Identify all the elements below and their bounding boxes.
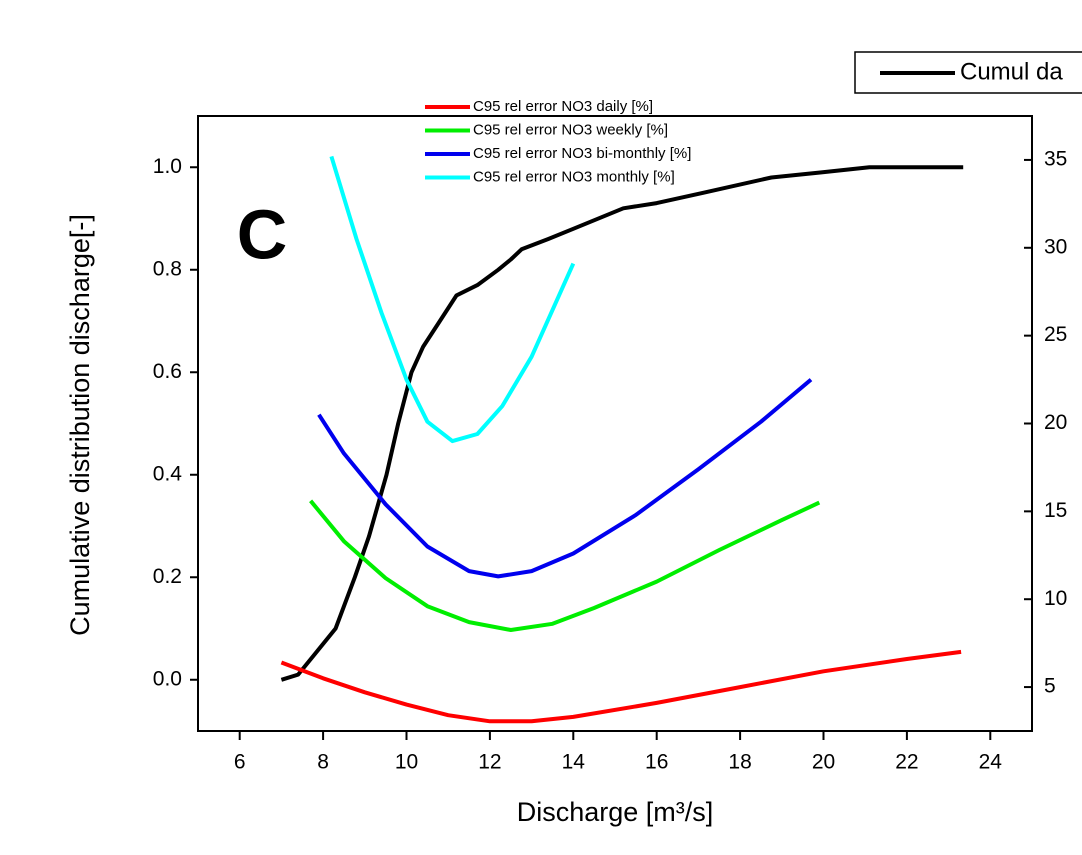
x-tick-label: 14 [562,751,586,774]
y-tick-label: 0.2 [153,565,182,588]
legend-label: Cumul da [960,58,1063,85]
y2-tick-label: 35 [1044,147,1067,170]
series-line [329,155,576,444]
legend-label: C95 rel error NO3 daily [%] [473,98,653,115]
series-line [280,649,962,724]
y-axis-label: Cumulative distribution discharge[-] [65,214,95,636]
series-line [317,378,813,579]
y2-tick-label: 20 [1044,411,1067,434]
x-tick-label: 20 [812,751,835,774]
x-tick-label: 8 [317,751,329,774]
x-tick-label: 12 [478,751,501,774]
legend-label: C95 rel error NO3 monthly [%] [473,168,675,185]
y-tick-label: 0.6 [153,360,182,383]
x-tick-label: 10 [395,751,418,774]
legend-label: C95 rel error NO3 bi-monthly [%] [473,145,691,162]
y-tick-label: 1.0 [153,155,182,178]
panel-label: C [237,195,288,273]
x-tick-label: 22 [895,751,918,774]
x-axis-label: Discharge [m³/s] [517,797,714,827]
y-tick-label: 0.4 [153,462,183,485]
y2-tick-label: 5 [1044,675,1056,698]
y2-tick-label: 10 [1044,587,1067,610]
x-tick-label: 18 [728,751,751,774]
series-line [280,165,964,682]
y2-tick-label: 30 [1044,235,1067,258]
y2-tick-label: 25 [1044,323,1067,346]
x-tick-label: 24 [979,751,1003,774]
y-tick-label: 0.8 [153,257,182,280]
series-line [309,499,821,632]
y-tick-label: 0.0 [153,667,182,690]
legend-label: C95 rel error NO3 weekly [%] [473,121,668,138]
y2-tick-label: 15 [1044,499,1067,522]
x-tick-label: 6 [234,751,246,774]
x-tick-label: 16 [645,751,668,774]
